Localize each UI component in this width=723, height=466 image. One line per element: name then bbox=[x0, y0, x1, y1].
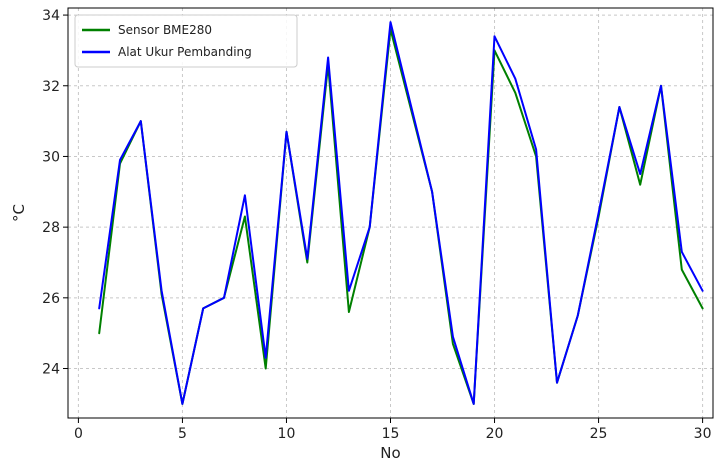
y-tick-label: 34 bbox=[42, 8, 60, 24]
y-tick-label: 24 bbox=[42, 362, 60, 378]
legend: Sensor BME280 Alat Ukur Pembanding bbox=[74, 14, 298, 68]
legend-box bbox=[74, 14, 298, 68]
legend-label-reference: Alat Ukur Pembanding bbox=[118, 45, 252, 59]
x-tick-label: 5 bbox=[178, 426, 187, 442]
series-layer bbox=[98, 21, 704, 405]
x-tick-label: 30 bbox=[694, 426, 712, 442]
series-line-reference bbox=[98, 21, 704, 405]
axis-ticks: 0 5 10 15 20 25 30 24 26 28 30 32 34 bbox=[42, 8, 711, 442]
x-tick-label: 0 bbox=[74, 426, 83, 442]
y-tick-label: 28 bbox=[42, 220, 60, 236]
y-tick-label: 26 bbox=[42, 291, 60, 307]
x-tick-label: 25 bbox=[590, 426, 608, 442]
legend-label-sensor: Sensor BME280 bbox=[118, 23, 212, 37]
x-axis-title: No bbox=[380, 444, 400, 462]
x-tick-label: 15 bbox=[382, 426, 400, 442]
x-tick-label: 10 bbox=[278, 426, 296, 442]
y-tick-label: 30 bbox=[42, 149, 60, 165]
grid bbox=[68, 8, 713, 418]
x-tick-label: 20 bbox=[486, 426, 504, 442]
y-tick-label: 32 bbox=[42, 79, 60, 95]
y-axis-title: °C bbox=[10, 204, 28, 222]
